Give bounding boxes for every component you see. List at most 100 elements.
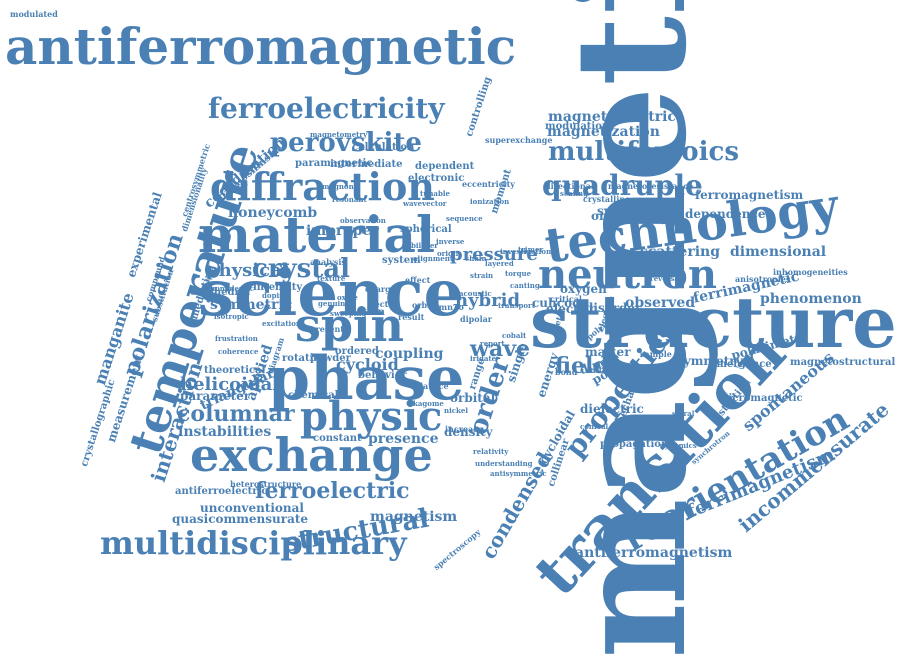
cloud-word: understanding [475, 459, 533, 468]
cloud-word: multiferroics [548, 137, 739, 167]
cloud-word: material [198, 205, 435, 264]
cloud-word: unconventional [200, 501, 304, 515]
cloud-word: science [198, 256, 465, 331]
cloud-word: lattice [420, 381, 449, 391]
cloud-word: physic [300, 393, 443, 440]
cloud-word: multidisciplinary [100, 524, 407, 562]
cloud-word: powder [310, 353, 351, 364]
cloud-word: pressure [450, 244, 538, 265]
cloud-word: cobalt [502, 331, 527, 340]
cloud-word: perovskite [270, 128, 422, 158]
cloud-word: columnar [177, 401, 295, 427]
cloud-word: doping [262, 291, 290, 300]
cloud-word: trimer [518, 245, 544, 254]
cloud-word: iridate [470, 354, 497, 363]
cloud-word: superexchange [485, 135, 553, 145]
cloud-word: parameter [180, 389, 251, 403]
cloud-word: micromagnetic [718, 393, 803, 404]
cloud-word: antiferroelectric [175, 486, 268, 497]
cloud-word: propagation [600, 439, 669, 450]
cloud-word: exchange [190, 428, 433, 482]
cloud-word: different [590, 365, 630, 375]
cloud-word: dependence [685, 207, 766, 221]
cloud-word: controlling [464, 75, 494, 139]
cloud-word: ordered [335, 346, 379, 357]
cloud-word: nickel [444, 406, 468, 415]
cloud-word: vector [370, 299, 398, 309]
cloud-word: oxide [337, 293, 358, 302]
cloud-word: thermal [646, 429, 678, 438]
cloud-word: symmetry [677, 354, 743, 368]
cloud-word: wavevector [403, 199, 447, 208]
cloud-word: quasicommensurate [172, 512, 309, 526]
cloud-word: quadruple [542, 169, 703, 202]
cloud-word: cation [350, 307, 385, 318]
cloud-word: magnon [322, 182, 354, 191]
cloud-word: crystalline [583, 194, 631, 204]
cloud-word: synthesis [597, 204, 660, 218]
cloud-word: ordering [591, 209, 650, 223]
cloud-word: density [444, 425, 493, 439]
cloud-word: reversal [650, 274, 682, 283]
cloud-word: isotropic [214, 312, 249, 321]
cloud-word: state [606, 252, 626, 261]
cloud-word: magnetization [547, 124, 660, 140]
cloud-word: intermediate [330, 159, 403, 170]
cloud-word: dynamics [660, 441, 697, 450]
cloud-word: orbit [412, 300, 434, 310]
cloud-word: helicoidal [180, 374, 280, 395]
cloud-word: magnetism [370, 509, 458, 525]
cloud-word: heterostructure [230, 479, 302, 489]
cloud-word: presence [368, 431, 439, 447]
cloud-word: rotation [282, 353, 328, 364]
cloud-word: texture [317, 274, 346, 283]
cloud-word: system [382, 255, 421, 266]
cloud-word: domain [624, 212, 666, 223]
cloud-word: layered [485, 259, 514, 268]
cloud-word: excitation [262, 319, 301, 328]
cloud-word: spectroscopy [431, 526, 483, 572]
cloud-word: bimn7o [430, 302, 464, 312]
cloud-word: investigation [500, 247, 552, 256]
cloud-word: effect [405, 275, 431, 285]
cloud-word: antiferromagnetism [575, 545, 733, 561]
cloud-word: canting [510, 281, 540, 290]
cloud-word: diffraction [210, 164, 435, 209]
cloud-word: alignment [413, 254, 454, 263]
cloud-word: field [555, 353, 609, 379]
cloud-word: sample [640, 349, 672, 359]
cloud-word: cuhcoo [532, 296, 581, 310]
cloud-word: phase [268, 344, 465, 414]
cloud-word: increase [445, 424, 483, 434]
cloud-word: crystal [252, 254, 351, 284]
cloud-word: spin [295, 298, 404, 352]
cloud-word: dielectric [580, 402, 644, 416]
cloud-word: observed [625, 295, 696, 311]
cloud-word: octahedral [190, 287, 251, 298]
cloud-word: scattering [640, 244, 720, 260]
cloud-word: magnetometry [310, 130, 368, 139]
cloud-word: pyrazine [640, 366, 679, 376]
cloud-word: ferroelectric [255, 478, 410, 504]
cloud-word: wave [470, 336, 530, 362]
cloud-word: ionization [470, 197, 510, 206]
cloud-word: intensity [253, 282, 303, 293]
cloud-word: analysis [310, 257, 346, 267]
cloud-word: scaling [560, 189, 589, 198]
cloud-word: calculation [352, 142, 415, 153]
cloud-word: magnetostructural [790, 357, 896, 368]
cloud-word: structure [530, 281, 897, 364]
cloud-word: hybrid [455, 290, 521, 311]
cloud-word: dependent [415, 161, 475, 172]
cloud-word: hysteresis [620, 419, 660, 428]
cloud-word: frustration [215, 334, 258, 343]
cloud-word: present [310, 324, 345, 334]
cloud-word: magnetoelectric [548, 109, 676, 125]
cloud-word: theoretical [204, 365, 266, 376]
cloud-word: eccentricity [462, 179, 515, 189]
cloud-word: antiferromagnetic [5, 17, 517, 76]
cloud-word: kagome [413, 399, 444, 408]
cloud-word: matter [585, 345, 631, 359]
cloud-word: instabilities [178, 424, 272, 440]
